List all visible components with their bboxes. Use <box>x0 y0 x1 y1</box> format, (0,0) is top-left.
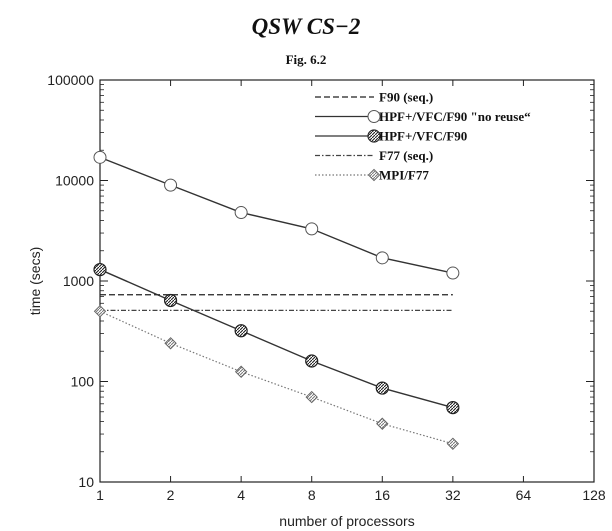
series-1 <box>93 150 460 280</box>
x-tick-label: 64 <box>516 487 532 503</box>
data-point <box>375 251 389 265</box>
y-axis-label: time (secs) <box>27 247 43 315</box>
x-tick-label: 4 <box>237 487 245 503</box>
data-point <box>164 337 177 350</box>
x-axis-label: number of processors <box>279 513 414 529</box>
data-point <box>93 262 107 277</box>
data-point <box>305 354 319 368</box>
series-4 <box>93 305 460 450</box>
data-point <box>163 293 178 308</box>
data-point <box>93 150 107 164</box>
x-tick-label: 16 <box>374 487 390 503</box>
data-point <box>367 110 381 123</box>
x-tick-label: 8 <box>308 487 316 503</box>
data-point <box>376 417 389 430</box>
y-tick-label: 100000 <box>47 72 94 88</box>
x-tick-label: 128 <box>582 487 606 503</box>
legend-label: HPF+/VFC/F90 "no reuse“ <box>379 109 531 124</box>
data-point <box>446 266 460 280</box>
legend: F90 (seq.) HPF+/VFC/F90 "no reuse“ HPF+/VF… <box>315 90 531 183</box>
data-point <box>375 381 389 395</box>
data-point <box>305 222 319 236</box>
x-tick-label: 1 <box>96 487 104 503</box>
y-tick-label: 100 <box>71 374 95 390</box>
chart-title: QSW CS−2 <box>251 14 361 39</box>
series-line <box>99 268 454 409</box>
chart-subtitle: Fig. 6.2 <box>285 52 327 67</box>
x-tick-label: 2 <box>167 487 175 503</box>
y-tick-label: 10000 <box>55 173 94 189</box>
series-line <box>99 156 454 274</box>
legend-label: MPI/F77 <box>379 168 429 183</box>
y-tick-label: 1000 <box>63 273 94 289</box>
data-point <box>367 129 381 143</box>
data-point <box>234 365 248 378</box>
data-point <box>164 178 178 192</box>
data-point <box>305 390 318 404</box>
x-tick-label: 32 <box>445 487 461 503</box>
data-point <box>234 206 248 220</box>
data-point <box>367 168 381 182</box>
y-tick-label: 10 <box>78 474 94 490</box>
plot-frame <box>99 79 595 483</box>
legend-label: HPF+/VFC/F90 <box>379 129 467 144</box>
data-point <box>234 324 248 338</box>
series-2 <box>93 262 460 415</box>
series-line <box>99 310 454 445</box>
data-point <box>93 305 107 318</box>
legend-label: F90 (seq.) <box>379 90 433 105</box>
legend-label: F77 (seq.) <box>379 148 433 163</box>
data-point <box>446 400 460 415</box>
data-point <box>446 437 460 450</box>
